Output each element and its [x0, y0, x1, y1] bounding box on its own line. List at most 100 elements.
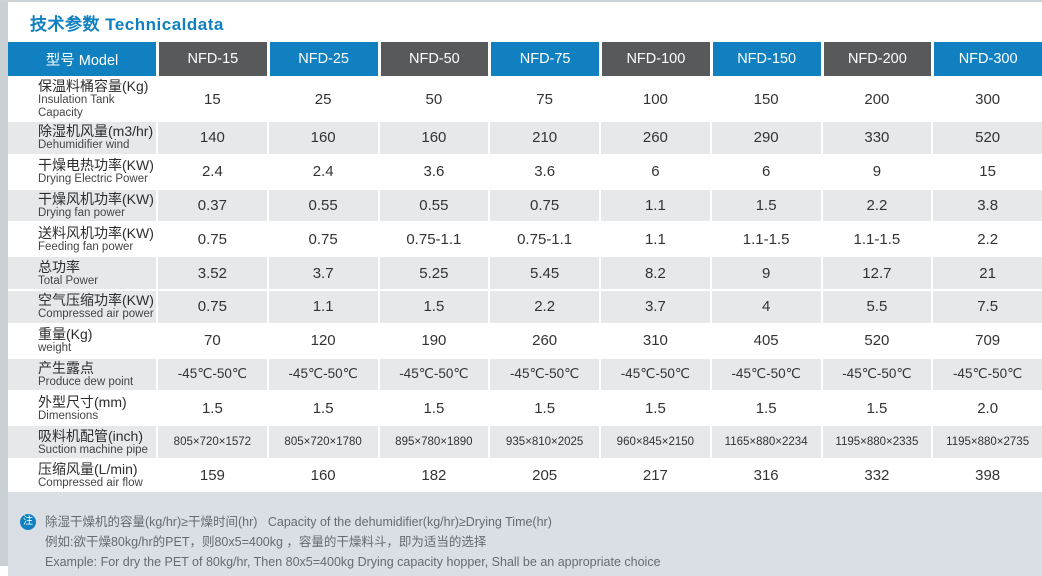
spec-value-cell: 1.5 — [709, 187, 821, 222]
spec-value-cell: 160 — [377, 120, 489, 154]
note-lines: 除湿干燥机的容量(kg/hr)≥干燥时间(hr) Capacity of the… — [45, 512, 661, 572]
spec-value-cell: 15 — [931, 153, 1042, 188]
spec-value-cell: 260 — [488, 322, 599, 357]
row-label-english: Compressed air power — [38, 308, 154, 321]
spec-value-cell: 5.25 — [377, 255, 489, 289]
row-label-cell: 外型尺寸(mm) Dimensions — [8, 390, 156, 424]
spec-row: 总功率 Total Power 3.52 3.7 5.25 5.45 8.2 9 12.7 21 — [8, 255, 1042, 289]
spec-value-cell: 310 — [599, 322, 710, 357]
spec-value-cell: 120 — [266, 322, 378, 357]
spec-row: 除湿机风量(m3/hr) Dehumidifier wind 140 160 160 21… — [8, 120, 1042, 154]
spec-value-cell: 1.1-1.5 — [709, 221, 821, 256]
spec-value-cell: 260 — [599, 120, 710, 154]
spec-row: 吸料机配管(inch) Suction machine pipe 805×720×1… — [8, 424, 1042, 458]
spec-value-cell: 9 — [820, 153, 932, 188]
spec-value-cell: 205 — [488, 457, 599, 492]
spec-value-cell: 5.5 — [820, 288, 932, 323]
model-column-header: NFD-150 — [709, 42, 821, 76]
spec-value-cell: 2.2 — [931, 221, 1042, 256]
spec-value-cell: 1.5 — [377, 288, 489, 323]
spec-value-cell: 895×780×1890 — [377, 424, 489, 458]
spec-value-cell: 3.6 — [488, 153, 599, 188]
spec-value-cell: 6 — [599, 153, 710, 188]
row-label-cell: 吸料机配管(inch) Suction machine pipe — [8, 424, 156, 458]
spec-value-cell: 1195×880×2335 — [820, 424, 932, 458]
spec-value-cell: 805×720×1780 — [266, 424, 378, 458]
row-label-chinese: 送料风机功率(KW) — [38, 224, 154, 241]
spec-value-cell: 1.5 — [820, 390, 932, 425]
spec-row: 外型尺寸(mm) Dimensions 1.5 1.5 1.5 1.5 1.5 1.5 1.5 2… — [8, 390, 1042, 425]
spec-value-cell: 70 — [156, 322, 267, 357]
spec-value-cell: 0.75 — [488, 187, 599, 222]
model-header-cell: 型号 Model — [8, 42, 156, 76]
spec-value-cell: -45℃-50℃ — [931, 356, 1042, 391]
table-header-row: 型号 Model NFD-15 NFD-25 NFD-50 NFD-75 NFD-100 N… — [8, 42, 1042, 76]
spec-row: 重量(Kg) weight 70 120 190 260 310 405 520 709 — [8, 322, 1042, 357]
spec-value-cell: 709 — [931, 322, 1042, 357]
spec-value-cell: 330 — [820, 120, 932, 154]
row-label-english: Total Power — [38, 274, 99, 287]
spec-row: 干燥风机功率(KW) Drying fan power 0.37 0.55 0.55 0.… — [8, 187, 1042, 222]
spec-value-cell: 520 — [820, 322, 932, 357]
spec-value-cell: 2.4 — [156, 153, 267, 188]
row-label-cell: 总功率 Total Power — [8, 255, 156, 289]
spec-value-cell: 0.75 — [156, 221, 267, 256]
spec-row: 产生露点 Produce dew point -45℃-50℃ -45℃-50℃ -45… — [8, 356, 1042, 391]
spec-value-cell: 9 — [709, 255, 821, 289]
technical-data-table: 型号 Model NFD-15 NFD-25 NFD-50 NFD-75 NFD-100 N… — [8, 42, 1042, 492]
model-column-header: NFD-300 — [931, 42, 1042, 76]
spec-value-cell: -45℃-50℃ — [377, 356, 489, 391]
spec-value-cell: -45℃-50℃ — [599, 356, 710, 391]
spec-value-cell: 805×720×1572 — [156, 424, 267, 458]
spec-row: 保温料桶容量(Kg) Insulation Tank Capacity 15 25 50… — [8, 76, 1042, 120]
spec-value-cell: 1.1 — [266, 288, 378, 323]
spec-value-cell: 398 — [931, 457, 1042, 492]
spec-value-cell: 520 — [931, 120, 1042, 154]
row-label-english: Dimensions — [38, 409, 99, 422]
spec-value-cell: 4 — [709, 288, 821, 323]
spec-row: 压缩风量(L/min) Compressed air flow 159 160 182 2… — [8, 457, 1042, 492]
row-label-chinese: 外型尺寸(mm) — [38, 393, 127, 410]
row-label-cell: 除湿机风量(m3/hr) Dehumidifier wind — [8, 120, 156, 154]
spec-value-cell: 3.7 — [599, 288, 710, 323]
spec-value-cell: 3.8 — [931, 187, 1042, 222]
row-label-chinese: 产生露点 — [38, 359, 94, 376]
row-label-english: Feeding fan power — [38, 240, 134, 253]
row-label-cell: 重量(Kg) weight — [8, 322, 156, 357]
row-label-english: Dehumidifier wind — [38, 139, 130, 152]
spec-value-cell: 0.55 — [266, 187, 378, 222]
spec-row: 送料风机功率(KW) Feeding fan power 0.75 0.75 0.75-… — [8, 221, 1042, 256]
row-label-chinese: 除湿机风量(m3/hr) — [38, 123, 154, 140]
spec-value-cell: 1.5 — [156, 390, 267, 425]
note-line-2: 例如:欲干燥80kg/hr的PET，则80x5=400kg ，容量的干燥料斗，即… — [45, 534, 487, 549]
model-column-header: NFD-15 — [156, 42, 267, 76]
spec-value-cell: 21 — [931, 255, 1042, 289]
spec-value-cell: 8.2 — [599, 255, 710, 289]
row-label-english: Drying Electric Power — [38, 173, 148, 186]
spec-value-cell: 960×845×2150 — [599, 424, 710, 458]
row-label-english: Suction machine pipe — [38, 443, 148, 456]
spec-value-cell: 0.75 — [266, 221, 378, 256]
spec-value-cell: 159 — [156, 457, 267, 492]
model-column-header: NFD-200 — [820, 42, 932, 76]
spec-value-cell: 290 — [709, 120, 821, 154]
spec-value-cell: 160 — [266, 457, 378, 492]
spec-value-cell: -45℃-50℃ — [820, 356, 932, 391]
spec-value-cell: 217 — [599, 457, 710, 492]
row-label-english: Drying fan power — [38, 206, 125, 219]
spec-value-cell: 1.5 — [266, 390, 378, 425]
spec-value-cell: 1.1 — [599, 221, 710, 256]
spec-value-cell: 3.6 — [377, 153, 489, 188]
spec-value-cell: 12.7 — [820, 255, 932, 289]
spec-value-cell: 15 — [156, 76, 267, 120]
spec-row: 空气压缩功率(KW) Compressed air power 0.75 1.1 1.5… — [8, 288, 1042, 323]
spec-value-cell: 2.4 — [266, 153, 378, 188]
row-label-chinese: 干燥风机功率(KW) — [38, 190, 154, 207]
spec-value-cell: 100 — [599, 76, 710, 120]
row-label-english: weight — [38, 342, 72, 355]
spec-value-cell: 300 — [931, 76, 1042, 120]
spec-value-cell: 75 — [488, 76, 599, 120]
row-label-english: Compressed air flow — [38, 477, 143, 490]
spec-value-cell: 2.0 — [931, 390, 1042, 425]
